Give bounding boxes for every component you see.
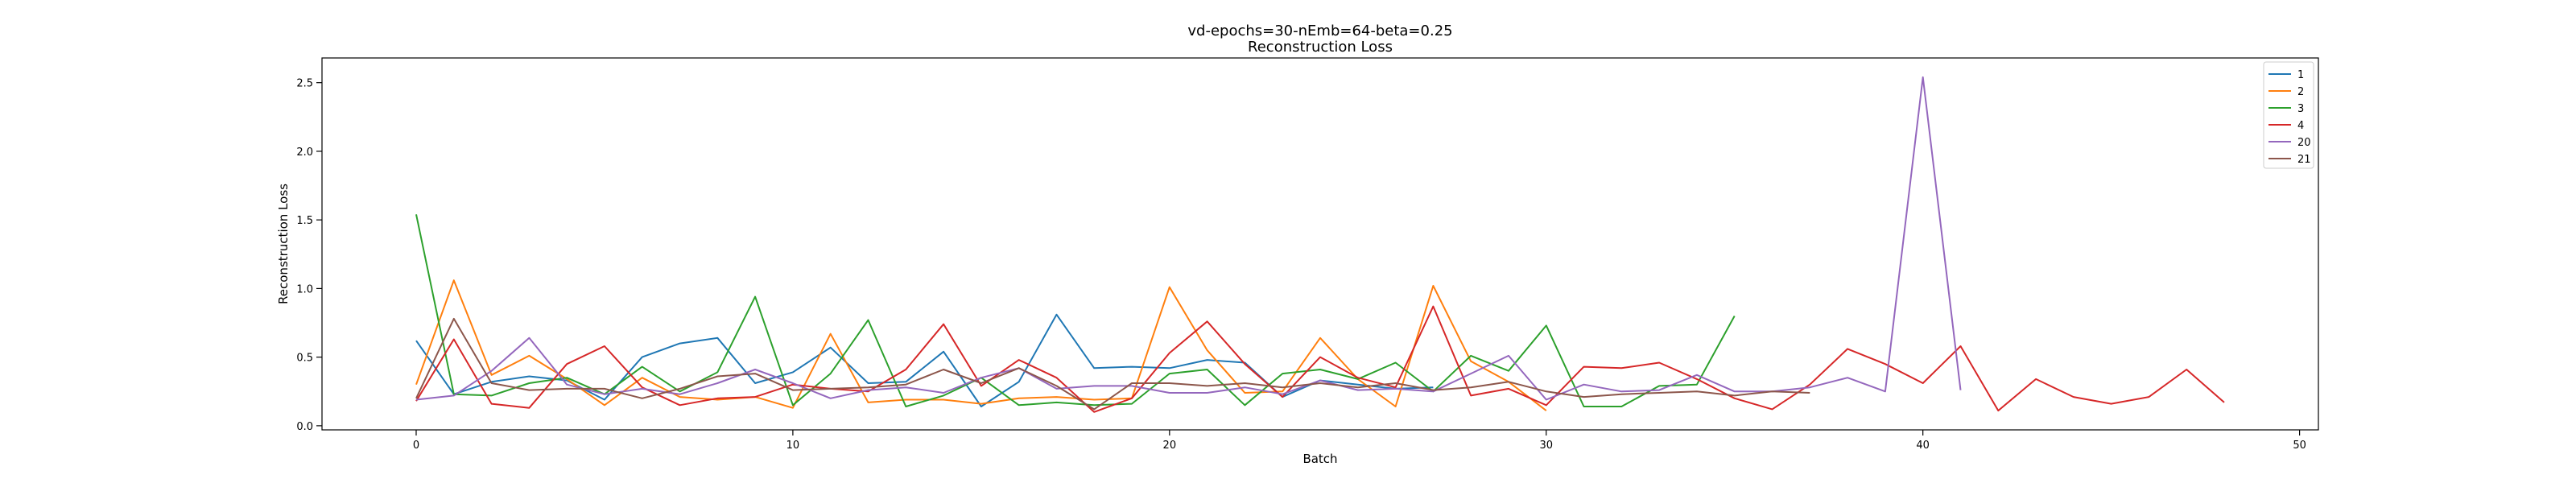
legend-item-21: 21 xyxy=(2268,154,2311,166)
x-tick-label: 0 xyxy=(413,440,419,452)
y-tick-label: 2.0 xyxy=(296,147,313,159)
y-axis-ticks: 0.0 0.5 1.0 1.5 2.0 2.5 xyxy=(296,78,322,433)
legend-item-4: 4 xyxy=(2268,120,2304,132)
x-tick-label: 50 xyxy=(2293,440,2306,452)
y-tick-label: 0.0 xyxy=(296,421,313,433)
series-line-1 xyxy=(415,313,1434,407)
legend-label: 3 xyxy=(2297,103,2304,115)
legend: 1 2 3 4 20 21 xyxy=(2263,61,2314,169)
chart-subtitle: Reconstruction Loss xyxy=(1248,39,1393,56)
x-tick-label: 30 xyxy=(1539,440,1553,452)
x-tick-label: 20 xyxy=(1163,440,1177,452)
x-axis-label: Batch xyxy=(1302,452,1337,466)
series-line-4 xyxy=(415,305,2225,413)
legend-box xyxy=(2263,61,2314,169)
y-axis-label: Reconstruction Loss xyxy=(276,184,291,304)
y-tick-label: 1.0 xyxy=(296,283,313,295)
series-line-3 xyxy=(415,214,1736,407)
chart-title: vd-epochs=30-nEmb=64-beta=0.25 xyxy=(1187,23,1452,39)
plot-area-frame xyxy=(321,57,2319,431)
series-line-21 xyxy=(415,317,1810,411)
legend-label: 21 xyxy=(2297,154,2311,166)
legend-label: 20 xyxy=(2297,137,2311,149)
y-tick-label: 2.5 xyxy=(296,78,313,90)
x-tick-label: 40 xyxy=(1916,440,1930,452)
x-axis-ticks: 0 10 20 30 40 50 xyxy=(413,430,2306,452)
legend-item-3: 3 xyxy=(2268,103,2304,115)
legend-label: 2 xyxy=(2297,86,2304,98)
legend-item-20: 20 xyxy=(2268,137,2311,149)
y-tick-label: 1.5 xyxy=(296,215,313,227)
series-lines xyxy=(415,76,2225,413)
x-tick-label: 10 xyxy=(786,440,800,452)
y-tick-label: 0.5 xyxy=(296,353,313,365)
legend-item-2: 2 xyxy=(2268,86,2304,98)
series-line-20 xyxy=(415,76,1962,401)
series-line-2 xyxy=(415,279,1547,411)
legend-label: 4 xyxy=(2297,120,2304,132)
legend-item-1: 1 xyxy=(2268,69,2304,81)
legend-label: 1 xyxy=(2297,69,2304,81)
